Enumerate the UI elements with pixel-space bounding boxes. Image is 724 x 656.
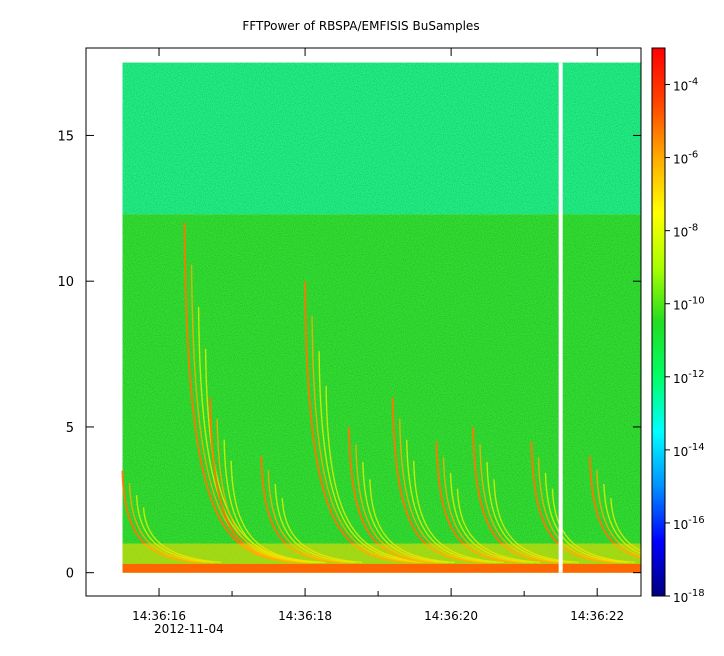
x-tick-label: 14:36:22 [570, 609, 624, 623]
colorbar-tick-label: 10-18 [673, 588, 705, 605]
colorbar-ticks: 10-4 10-6 10-8 10-10 10-12 10-14 10-16 10-18 [665, 77, 705, 605]
colorbar-tick-label: 10-6 [673, 150, 698, 167]
colorbar-tick-label: 10-8 [673, 223, 698, 240]
colorbar-gradient [651, 47, 666, 597]
plot-frame [85, 47, 642, 597]
colorbar-tick-label: 10-14 [673, 442, 705, 459]
x-tick-label: 14:36:16 [132, 609, 186, 623]
y-axis: 0 5 10 15 [57, 129, 641, 582]
x-tick-label: 14:36:20 [424, 609, 478, 623]
plot-area [121, 62, 641, 573]
spectrogram-noise [122, 62, 641, 573]
colorbar-tick-label: 10-12 [673, 369, 705, 386]
data-gaps [558, 62, 563, 573]
x-tick-label: 14:36:18 [278, 609, 332, 623]
y-tick-label: 15 [57, 129, 74, 144]
y-tick-label: 0 [66, 567, 74, 582]
low-band-orange [122, 563, 641, 573]
colorbar-tick-label: 10-4 [673, 77, 698, 94]
y-tick-label: 10 [57, 275, 74, 290]
colorbar-tick-label: 10-16 [673, 515, 705, 532]
colorbar: 10-4 10-6 10-8 10-10 10-12 10-14 10-16 10-18 [651, 47, 705, 605]
chart-title: FFTPower of RBSPA/EMFISIS BuSamples [242, 19, 479, 33]
data-gap-0 [558, 62, 563, 573]
y-tick-label: 5 [66, 421, 74, 436]
colorbar-tick-label: 10-10 [673, 296, 705, 313]
low-frequency-band [122, 543, 641, 573]
x-axis: 14:36:16 14:36:18 14:36:20 14:36:22 [85, 48, 624, 623]
x-date-label: 2012-11-04 [154, 622, 224, 636]
